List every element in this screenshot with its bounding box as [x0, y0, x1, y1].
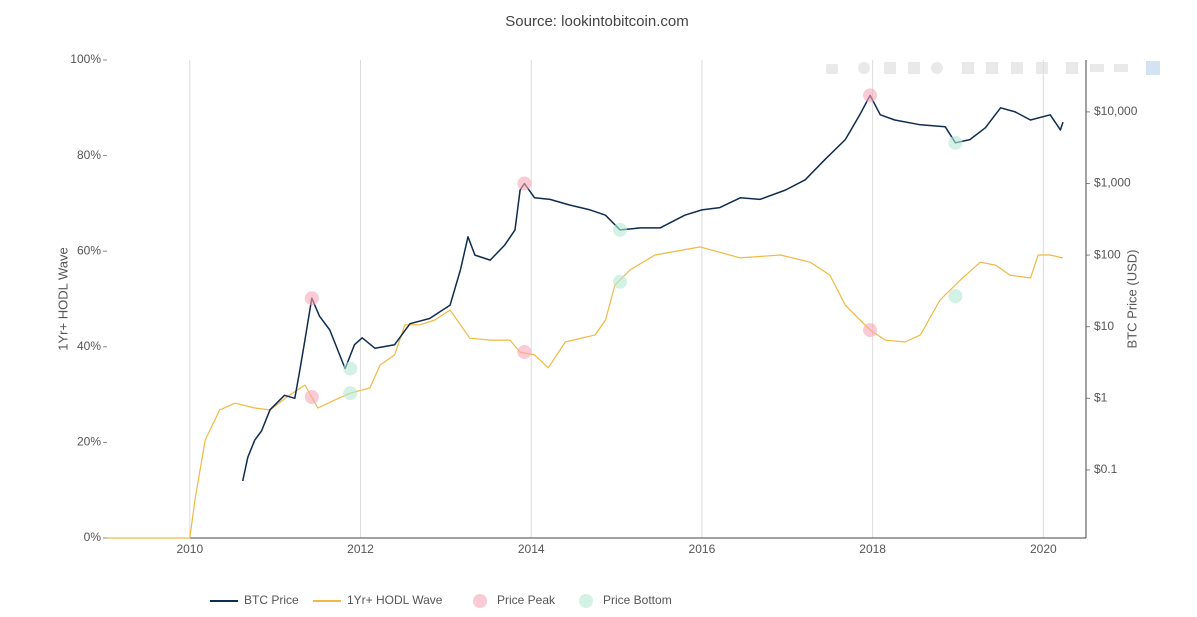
x-tick-label: 2014	[518, 542, 545, 556]
y-tick-label: 0%	[84, 530, 102, 544]
marker	[948, 289, 963, 304]
marker	[343, 361, 358, 376]
legend-label: Price Peak	[497, 593, 556, 607]
y-tick-label: 40%	[77, 339, 101, 353]
modebar-button[interactable]	[931, 62, 943, 74]
legend-label: BTC Price	[244, 593, 299, 607]
modebar-button[interactable]	[884, 62, 896, 74]
x-tick-label: 2020	[1030, 542, 1057, 556]
modebar-button[interactable]	[1066, 62, 1078, 74]
line-series	[107, 246, 1064, 539]
modebar-button[interactable]	[1011, 62, 1023, 74]
legend-label: 1Yr+ HODL Wave	[347, 593, 443, 607]
y2-axis-title: BTC Price (USD)	[1124, 250, 1139, 349]
modebar-button[interactable]	[1114, 64, 1128, 72]
chart-title: Source: lookintobitcoin.com	[505, 13, 688, 30]
marker	[948, 135, 963, 150]
modebar-button[interactable]	[962, 62, 974, 74]
y-tick-label: 80%	[77, 148, 101, 162]
y2-tick-label: $0.1	[1094, 462, 1118, 476]
marker	[612, 274, 627, 289]
marker	[304, 389, 319, 404]
marker	[612, 222, 627, 237]
x-tick-label: 2016	[689, 542, 716, 556]
marker	[863, 323, 878, 338]
marker	[517, 345, 532, 360]
modebar-logo[interactable]	[1146, 61, 1160, 75]
y-tick-label: 100%	[70, 52, 101, 66]
x-tick-label: 2018	[859, 542, 886, 556]
y2-tick-label: $1,000	[1094, 176, 1131, 190]
x-tick-label: 2010	[176, 542, 203, 556]
modebar-button[interactable]	[826, 64, 838, 74]
modebar-button[interactable]	[1036, 62, 1048, 74]
modebar-button[interactable]	[858, 62, 870, 74]
y-tick-label: 60%	[77, 243, 101, 257]
modebar[interactable]	[826, 61, 1160, 75]
x-tick-label: 2012	[347, 542, 374, 556]
y-tick-label: 20%	[77, 435, 101, 449]
modebar-button[interactable]	[986, 62, 998, 74]
y2-tick-label: $100	[1094, 247, 1121, 261]
y-axis-title: 1Yr+ HODL Wave	[55, 247, 70, 350]
legend-label: Price Bottom	[603, 593, 672, 607]
y2-tick-label: $10	[1094, 319, 1114, 333]
legend-swatch	[579, 594, 593, 608]
marker	[304, 291, 319, 306]
modebar-button[interactable]	[1090, 64, 1104, 72]
line-series	[241, 94, 1064, 482]
modebar-button[interactable]	[908, 62, 920, 74]
legend-swatch	[473, 594, 487, 608]
marker	[863, 88, 878, 103]
marker	[517, 176, 532, 191]
y2-tick-label: $10,000	[1094, 104, 1138, 118]
y2-tick-label: $1	[1094, 390, 1108, 404]
marker	[343, 386, 358, 401]
